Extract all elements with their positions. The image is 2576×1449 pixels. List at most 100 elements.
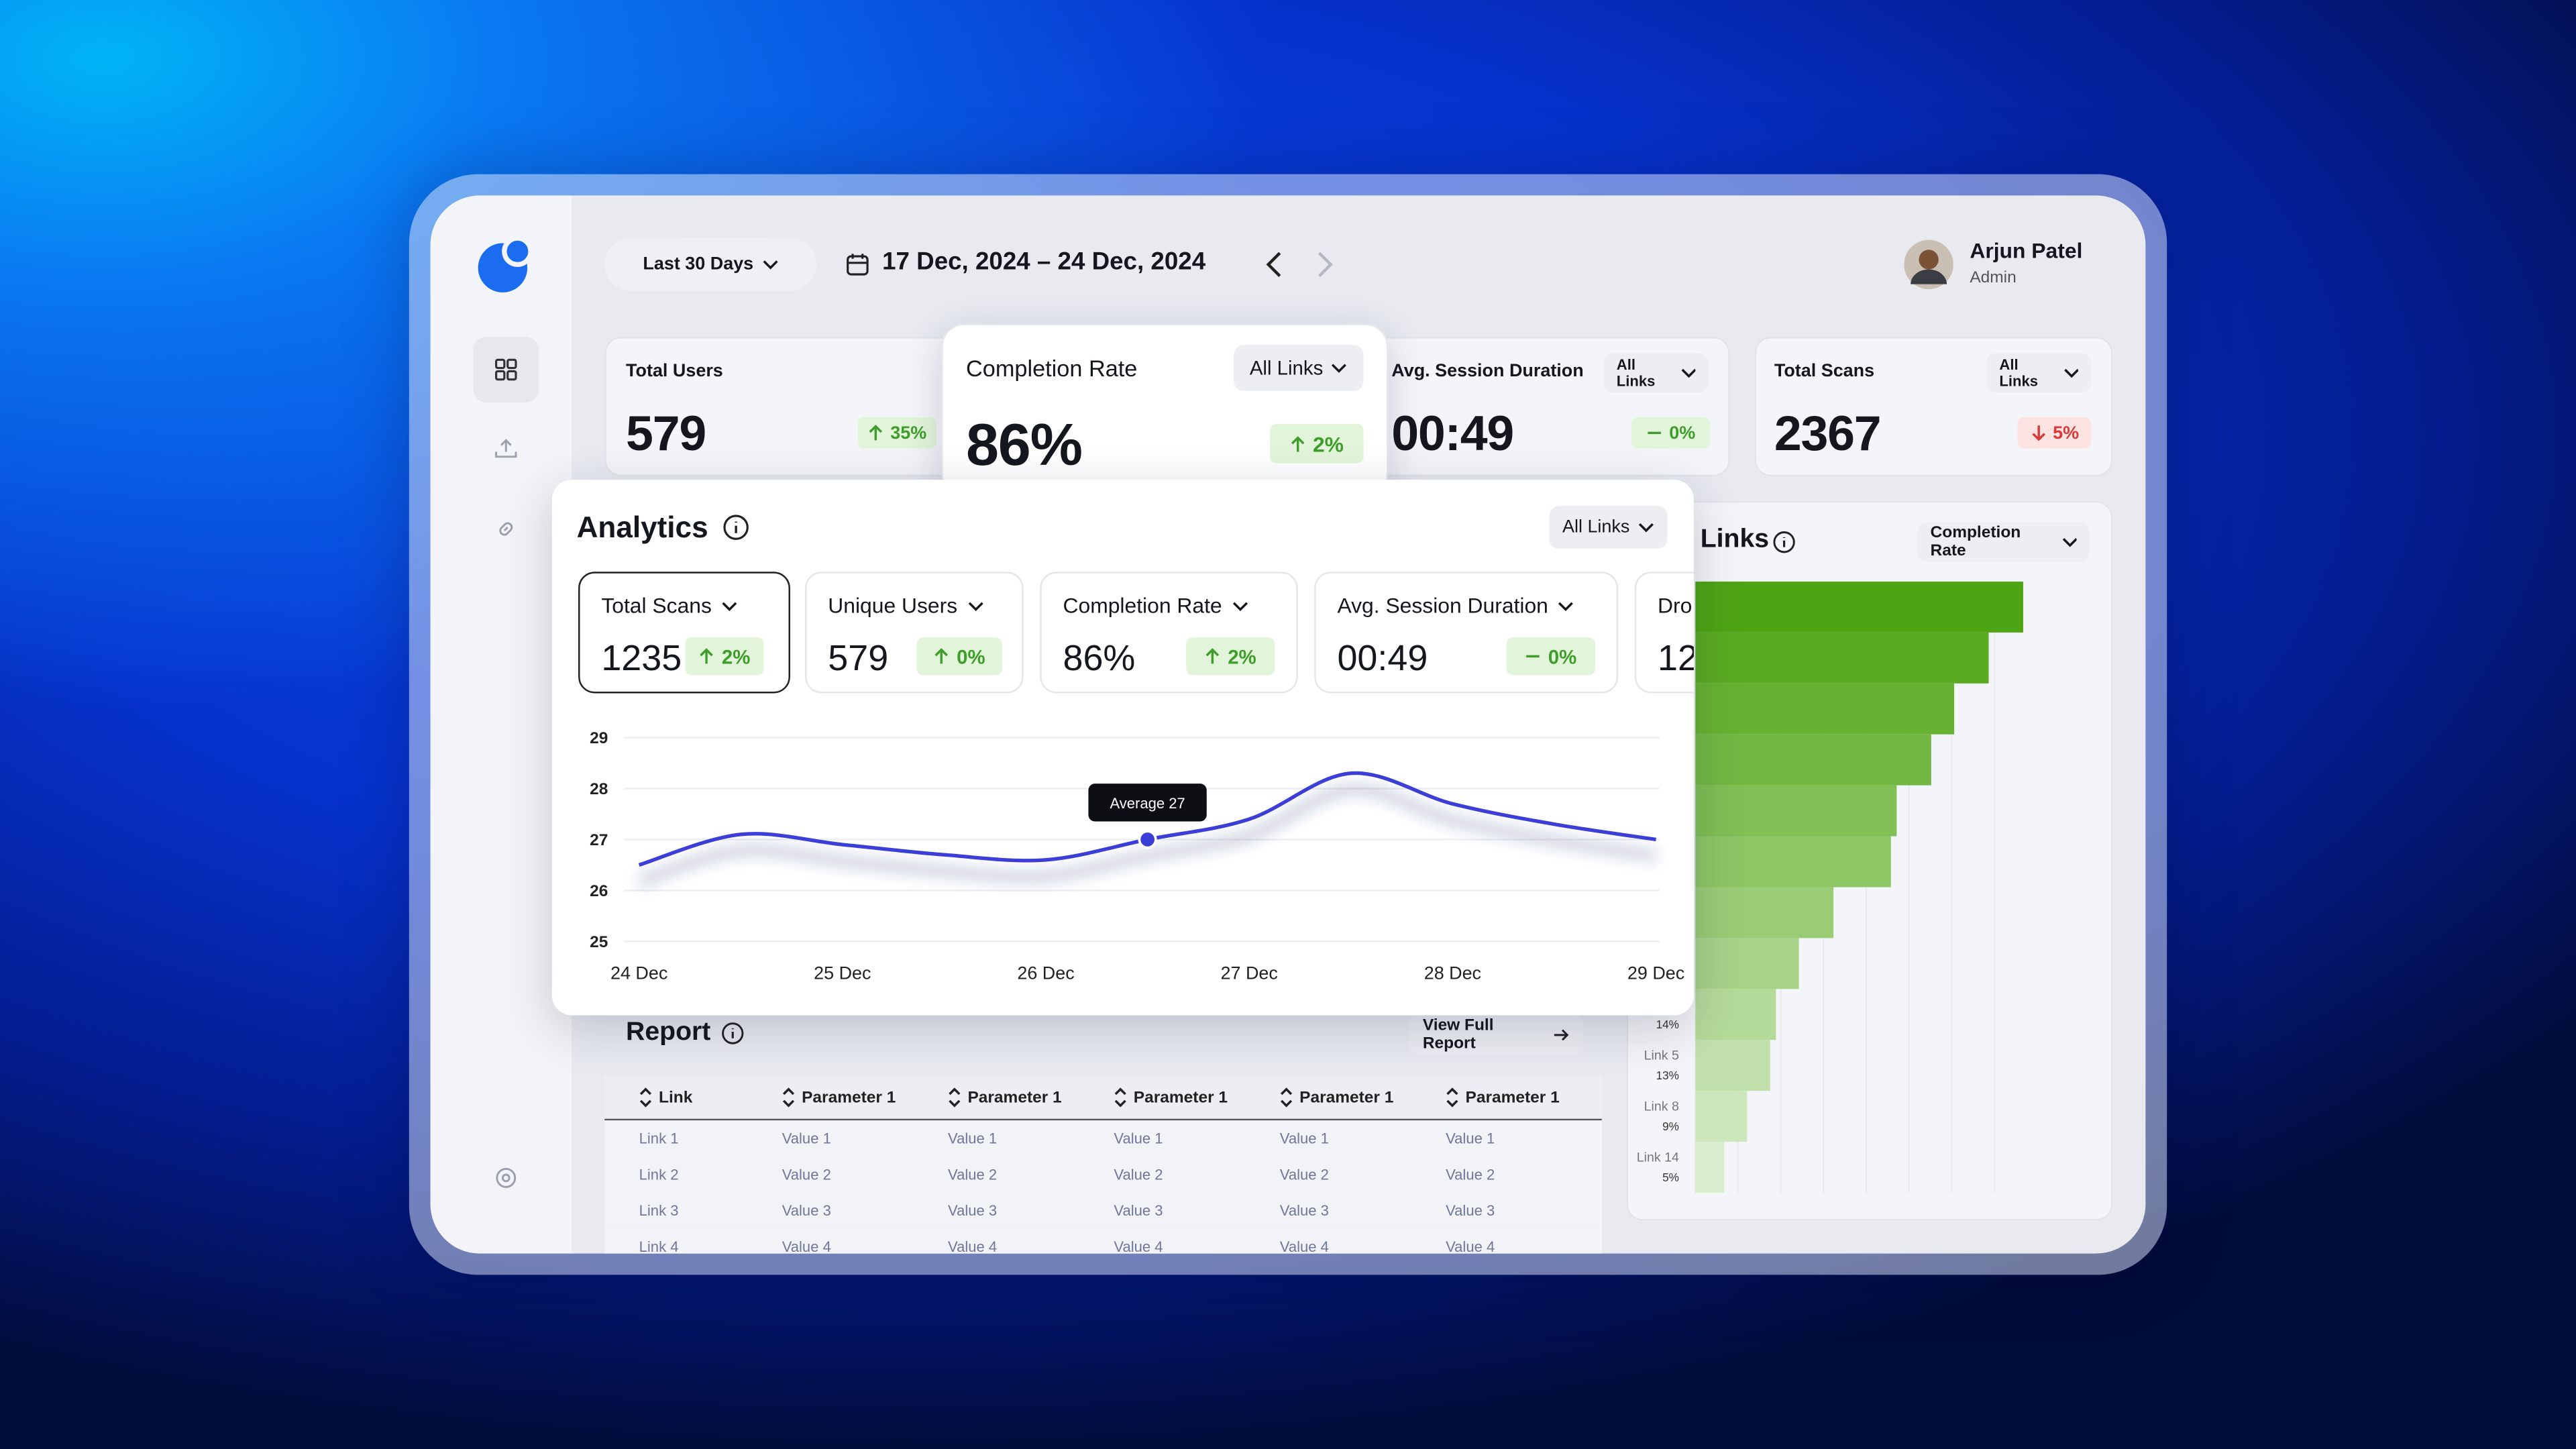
metric-change-text: 2% [721, 645, 751, 668]
bar-value-label: 14% [1656, 1018, 1679, 1031]
column-header: Parameter 1 [782, 1087, 896, 1108]
calendar-icon [847, 254, 869, 276]
range-label: Last 30 Days [643, 254, 754, 274]
kpi-filter[interactable]: All Links [1234, 345, 1364, 391]
metric-change-text: 0% [957, 645, 985, 668]
trend-icon-path [935, 648, 949, 664]
chevron-path [968, 601, 983, 610]
kpi-value: 579 [626, 407, 706, 462]
metric-title[interactable]: Avg. Session Duration [1337, 593, 1574, 618]
kpi-change: 5% [2017, 417, 2092, 449]
kpi-title: Avg. Session Duration [1391, 361, 1584, 382]
trend-icon-path [700, 648, 714, 664]
table-cell: Value 4 [948, 1238, 998, 1254]
nav-upload[interactable] [493, 435, 519, 462]
column-header: Parameter 1 [1446, 1087, 1560, 1108]
metric-change: 0% [916, 637, 1002, 676]
links-chart: 14% Link 5 13% Link 8 9% Link 14 5% [1637, 581, 2023, 1193]
metric-value: 86% [1063, 637, 1136, 679]
trend-icon [700, 648, 714, 664]
metric-title-text: Total Scans [601, 593, 712, 618]
table-cell: Value 4 [1279, 1238, 1329, 1254]
table-cell: Value 1 [1446, 1130, 1495, 1147]
screen: Last 30 Days 17 Dec, 2024 – 24 Dec, 2024… [430, 195, 2146, 1254]
kpi-title: Completion Rate [966, 354, 1138, 382]
metric-value: 579 [828, 637, 889, 679]
table-cell: Value 3 [782, 1202, 831, 1220]
metric-title[interactable]: Unique Users [828, 593, 983, 618]
chevron [1232, 601, 1248, 610]
point-marker [1138, 830, 1157, 849]
table-cell: Value 1 [1279, 1130, 1329, 1147]
table-cell: Value 1 [948, 1130, 998, 1147]
avatar[interactable] [1904, 239, 1953, 290]
metric-value: 1235 [601, 637, 682, 679]
bar [1695, 1142, 1725, 1193]
info-icon[interactable] [1772, 531, 1795, 553]
view-report-link[interactable]: View Full Report [1409, 1015, 1584, 1055]
user-name: Arjun Patel [1970, 238, 2083, 263]
column-header: Parameter 1 [1280, 1087, 1394, 1108]
metric-title[interactable]: Total Scans [601, 593, 738, 618]
prev-button[interactable] [1262, 250, 1288, 279]
column-header-text: Parameter 1 [1299, 1088, 1394, 1107]
sort-icon [782, 1087, 795, 1108]
table-cell: Value 2 [1114, 1166, 1163, 1183]
nav-dashboard[interactable] [473, 337, 539, 403]
trend-icon [1648, 431, 1662, 435]
y-tick-label: 26 [590, 882, 608, 900]
nav-settings[interactable] [493, 1165, 519, 1191]
table-cell: Link 3 [639, 1202, 679, 1220]
kpi-change-text: 35% [890, 423, 927, 443]
analytics-filter[interactable]: All Links [1549, 506, 1668, 549]
date-range: 17 Dec, 2024 – 24 Dec, 2024 [882, 248, 1206, 276]
kpi-filter[interactable]: All Links [1986, 353, 2092, 393]
kpi-filter-text: All Links [1616, 356, 1656, 390]
chevron-path [1332, 364, 1347, 373]
chevron [1681, 368, 1696, 378]
bar-value-label: 9% [1662, 1120, 1679, 1133]
metric-change: 0% [1506, 637, 1595, 676]
x-tick-label: 26 Dec [1017, 963, 1074, 983]
table-row [604, 1192, 1602, 1231]
table-cell: Link 4 [639, 1238, 679, 1254]
chevron [722, 601, 737, 610]
bar-category-label: Link 14 [1637, 1150, 1679, 1165]
trend-icon-path [1291, 435, 1305, 451]
range-dropdown[interactable]: Last 30 Days [604, 238, 817, 291]
bar [1695, 581, 2023, 633]
bar-value-label: 13% [1656, 1069, 1679, 1082]
links-filter[interactable]: Completion Rate [1917, 522, 2090, 562]
table-cell: Value 1 [1114, 1130, 1163, 1147]
analytics-title: Analytics [576, 511, 708, 544]
kpi-value: 00:49 [1391, 407, 1514, 462]
y-tick-label: 29 [590, 729, 608, 747]
next-button[interactable] [1311, 250, 1337, 279]
sort-icon-path [1114, 1087, 1126, 1108]
y-tick-label: 25 [590, 933, 608, 951]
kpi-value: 2367 [1774, 407, 1882, 462]
y-tick-label: 27 [590, 831, 608, 849]
table-cell: Value 1 [782, 1130, 831, 1147]
report-title: Report [626, 1018, 711, 1047]
metric-title[interactable]: Completion Rate [1063, 593, 1248, 618]
screen-content: Last 30 Days 17 Dec, 2024 – 24 Dec, 2024… [430, 195, 2146, 1254]
kpi-filter-text: All Links [1999, 356, 2038, 390]
info-icon[interactable] [723, 515, 749, 541]
info-icon[interactable] [721, 1022, 744, 1044]
view-report-text: View Full Report [1422, 1016, 1494, 1053]
bar [1695, 1040, 1770, 1091]
links-title: Links [1700, 525, 1770, 554]
kpi-card [604, 337, 969, 477]
bar-category-label: Link 5 [1644, 1049, 1679, 1063]
sort-icon-path [949, 1087, 961, 1108]
kpi-filter[interactable]: All Links [1603, 353, 1709, 393]
chevron-path [1232, 601, 1248, 610]
sort-icon [1114, 1087, 1126, 1108]
metric-card[interactable] [1634, 572, 1694, 694]
table-header [604, 1076, 1602, 1121]
nav-link[interactable] [493, 516, 519, 542]
kpi-title: Total Scans [1774, 361, 1875, 382]
trend-icon-path [1206, 648, 1220, 664]
